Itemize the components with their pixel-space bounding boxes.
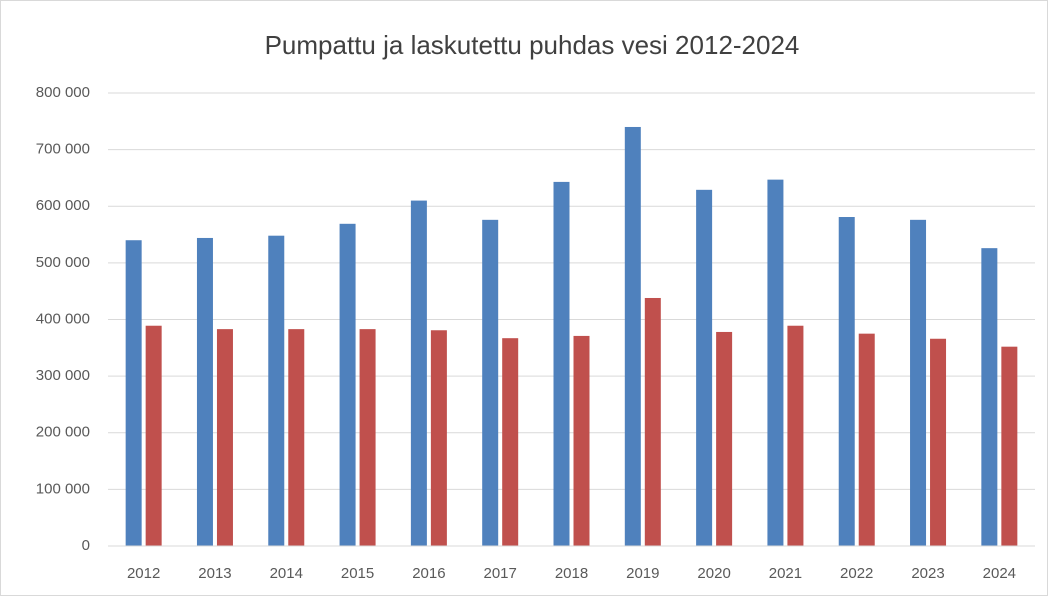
bar [359,329,376,546]
y-tick-label: 800 000 [36,84,90,101]
x-tick-label: 2023 [911,565,944,582]
y-tick-label: 0 [82,537,90,554]
bar [858,333,875,546]
x-tick-label: 2018 [555,565,588,582]
y-tick-label: 700 000 [36,141,90,158]
x-tick-label: 2020 [697,565,730,582]
bar [288,329,305,546]
bar [482,219,499,546]
y-tick-label: 200 000 [36,424,90,441]
bar [339,223,356,546]
bar [910,219,927,546]
bar [145,325,162,546]
bar [767,179,784,547]
bar [216,329,233,546]
x-tick-label: 2024 [983,565,1016,582]
x-tick-label: 2017 [484,565,517,582]
x-tick-label: 2015 [341,565,374,582]
bar [573,335,590,546]
x-tick-label: 2014 [270,565,303,582]
bar [125,240,142,546]
bar [502,338,519,546]
bar [430,330,447,546]
bar [1001,346,1018,546]
x-tick-label: 2019 [626,565,659,582]
x-tick-label: 2016 [412,565,445,582]
x-tick-label: 2012 [127,565,160,582]
y-tick-label: 100 000 [36,480,90,497]
bar [410,200,427,546]
bar [716,331,733,546]
x-tick-label: 2013 [198,565,231,582]
bar [838,217,855,547]
bar [644,297,661,546]
bar [787,325,804,546]
bar [981,248,998,546]
bar [930,338,947,546]
y-tick-label: 600 000 [36,197,90,214]
bar [696,189,713,547]
x-tick-label: 2022 [840,565,873,582]
bar [624,126,641,546]
bar [196,237,213,546]
bar [553,181,570,546]
x-tick-label: 2021 [769,565,802,582]
y-tick-label: 400 000 [36,310,90,327]
bar [268,235,285,546]
y-tick-label: 500 000 [36,254,90,271]
chart-title: Pumpattu ja laskutettu puhdas vesi 2012-… [265,30,800,60]
y-tick-label: 300 000 [36,367,90,384]
